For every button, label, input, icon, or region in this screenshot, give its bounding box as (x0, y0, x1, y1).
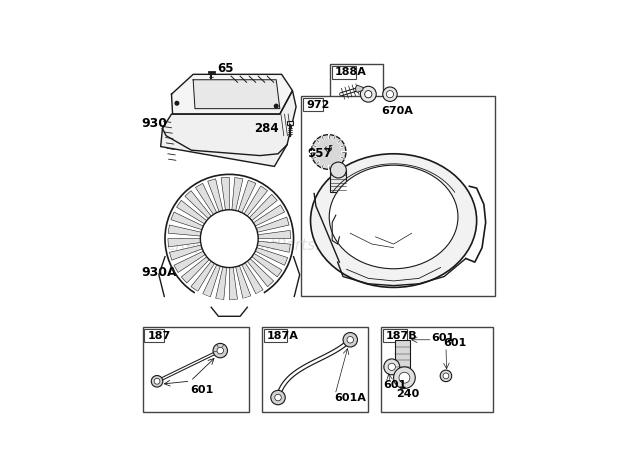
Bar (330, 170, 347, 192)
Circle shape (440, 370, 452, 382)
Polygon shape (195, 183, 217, 214)
Polygon shape (169, 245, 202, 260)
Polygon shape (203, 265, 220, 297)
Bar (332, 66, 356, 79)
Polygon shape (191, 261, 215, 291)
Polygon shape (254, 205, 285, 226)
Polygon shape (255, 248, 288, 265)
Circle shape (217, 348, 223, 354)
Text: 187A: 187A (267, 331, 298, 341)
Circle shape (271, 390, 285, 405)
Circle shape (365, 91, 372, 98)
Circle shape (330, 162, 347, 178)
Circle shape (399, 372, 410, 383)
Circle shape (213, 343, 228, 358)
Circle shape (343, 333, 358, 347)
Text: eReplacementParts.com: eReplacementParts.com (167, 238, 353, 253)
Bar (144, 329, 164, 342)
Bar (396, 340, 410, 369)
Text: 601: 601 (190, 385, 214, 395)
Bar (301, 96, 495, 296)
Text: 187: 187 (148, 331, 171, 341)
Circle shape (386, 91, 394, 98)
Polygon shape (172, 75, 293, 114)
Ellipse shape (311, 154, 477, 287)
Circle shape (443, 373, 449, 379)
Polygon shape (232, 177, 243, 211)
Text: 65: 65 (217, 62, 234, 76)
Text: 240: 240 (396, 389, 420, 399)
Circle shape (347, 337, 353, 343)
Polygon shape (208, 179, 223, 212)
Circle shape (275, 104, 278, 108)
Circle shape (175, 101, 179, 105)
Circle shape (360, 86, 376, 102)
Bar (381, 327, 493, 412)
Circle shape (383, 87, 397, 101)
Polygon shape (168, 239, 201, 247)
Polygon shape (171, 212, 203, 230)
Circle shape (200, 210, 258, 267)
Text: 957: 957 (307, 147, 332, 160)
Text: 930A: 930A (141, 266, 177, 280)
Polygon shape (168, 225, 201, 236)
Text: 972: 972 (306, 100, 330, 110)
Text: 187B: 187B (386, 331, 417, 341)
Polygon shape (238, 180, 256, 212)
Text: 670A: 670A (381, 106, 413, 116)
Polygon shape (161, 91, 296, 166)
Polygon shape (174, 251, 205, 272)
Circle shape (151, 376, 163, 387)
Polygon shape (247, 258, 273, 287)
Polygon shape (356, 85, 363, 92)
Polygon shape (242, 263, 263, 294)
Bar (264, 329, 288, 342)
Text: 601: 601 (443, 338, 467, 348)
Polygon shape (258, 230, 291, 239)
Polygon shape (185, 191, 211, 219)
Polygon shape (221, 177, 229, 210)
Polygon shape (193, 80, 280, 109)
Text: 601: 601 (383, 380, 406, 390)
Text: 601: 601 (432, 333, 454, 343)
Text: 930: 930 (141, 117, 167, 129)
Text: 284: 284 (254, 122, 279, 135)
Polygon shape (244, 186, 268, 216)
Circle shape (275, 394, 281, 401)
Bar (330, 63, 383, 112)
Bar (383, 329, 407, 342)
Bar (143, 327, 249, 412)
Polygon shape (216, 267, 227, 300)
Bar (262, 327, 368, 412)
Text: 601A: 601A (334, 393, 366, 402)
Polygon shape (249, 194, 277, 220)
Circle shape (311, 135, 346, 169)
Circle shape (154, 378, 160, 384)
Text: 188A: 188A (335, 67, 367, 77)
Text: ↺: ↺ (324, 145, 334, 155)
Circle shape (388, 363, 396, 371)
Circle shape (384, 359, 400, 375)
Polygon shape (256, 217, 289, 232)
Polygon shape (181, 257, 210, 283)
Polygon shape (252, 253, 282, 277)
Polygon shape (177, 200, 206, 224)
Circle shape (394, 367, 415, 388)
Bar (287, 121, 293, 125)
Polygon shape (236, 266, 251, 298)
Bar (303, 98, 323, 111)
Polygon shape (257, 241, 290, 252)
Ellipse shape (329, 165, 458, 269)
Polygon shape (229, 267, 237, 300)
